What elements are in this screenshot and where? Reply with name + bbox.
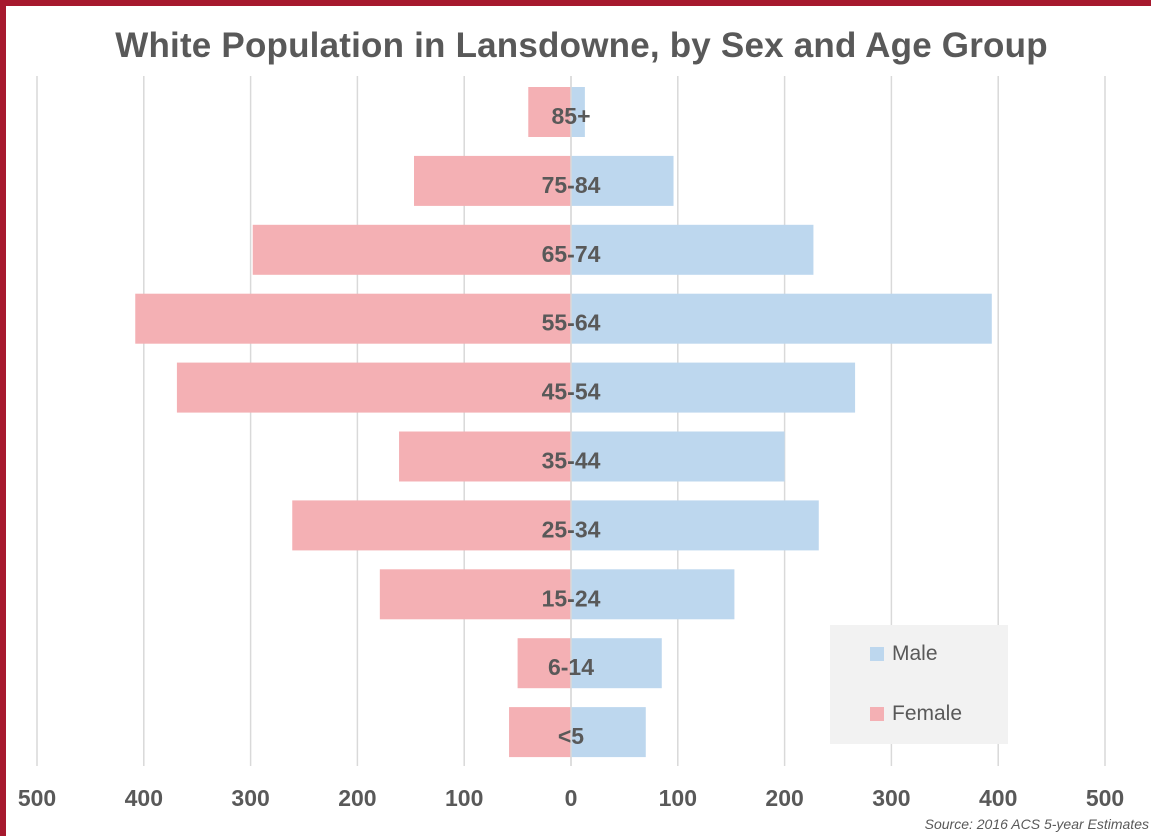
category-label-2: 65-74 — [542, 241, 601, 267]
category-label-9: <5 — [558, 723, 584, 749]
legend-swatch-male — [870, 647, 884, 661]
male-bar-5 — [571, 431, 785, 482]
legend: Male Female — [830, 625, 1008, 744]
category-label-8: 6-14 — [548, 654, 594, 680]
female-bar-7 — [379, 569, 571, 620]
source-note: Source: 2016 ACS 5-year Estimates — [924, 816, 1149, 832]
male-bar-2 — [571, 224, 814, 275]
category-label-5: 35-44 — [542, 448, 601, 474]
female-bar-0 — [528, 87, 571, 137]
category-label-1: 75-84 — [542, 172, 601, 198]
male-bar-4 — [571, 362, 856, 413]
x-tick-label-1: 400 — [125, 785, 163, 811]
male-bar-7 — [571, 569, 735, 620]
legend-item-female: Female — [870, 702, 962, 726]
category-label-6: 25-34 — [542, 516, 601, 542]
category-label-7: 15-24 — [542, 585, 601, 611]
x-tick-label-7: 200 — [765, 785, 803, 811]
population-pyramid: 85+ 75-84 65-74 55-64 45-54 35-44 25-34 15-24 6-… — [18, 76, 1124, 811]
legend-item-male: Male — [870, 642, 938, 666]
x-tick-label-3: 200 — [338, 785, 376, 811]
x-tick-label-10: 500 — [1086, 785, 1124, 811]
male-bar-1 — [571, 155, 674, 206]
x-tick-label-6: 100 — [659, 785, 697, 811]
x-tick-label-2: 300 — [231, 785, 269, 811]
legend-label-female: Female — [892, 702, 963, 725]
female-bar-9 — [509, 707, 571, 758]
legend-swatch-female — [870, 707, 884, 721]
chart-title: White Population in Lansdowne, by Sex an… — [115, 26, 1048, 65]
female-bar-6 — [292, 500, 571, 551]
female-bar-8 — [517, 638, 571, 689]
male-bar-9 — [571, 707, 646, 758]
category-label-4: 45-54 — [542, 379, 601, 405]
male-bar-8 — [571, 638, 662, 689]
x-tick-label-8: 300 — [872, 785, 910, 811]
male-bar-0 — [571, 87, 585, 137]
male-bar-6 — [571, 500, 819, 551]
legend-label-male: Male — [892, 642, 938, 665]
male-bar-3 — [571, 293, 992, 344]
female-bar-4 — [176, 362, 571, 413]
x-tick-label-4: 100 — [445, 785, 483, 811]
female-bar-3 — [135, 293, 572, 344]
female-bar-5 — [399, 431, 571, 482]
x-tick-label-0: 500 — [18, 785, 56, 811]
x-tick-label-9: 400 — [979, 785, 1017, 811]
female-bar-2 — [252, 224, 571, 275]
x-tick-label-5: 0 — [565, 785, 578, 811]
category-label-0: 85+ — [551, 103, 590, 129]
female-bar-1 — [414, 155, 571, 206]
category-label-3: 55-64 — [542, 310, 601, 336]
